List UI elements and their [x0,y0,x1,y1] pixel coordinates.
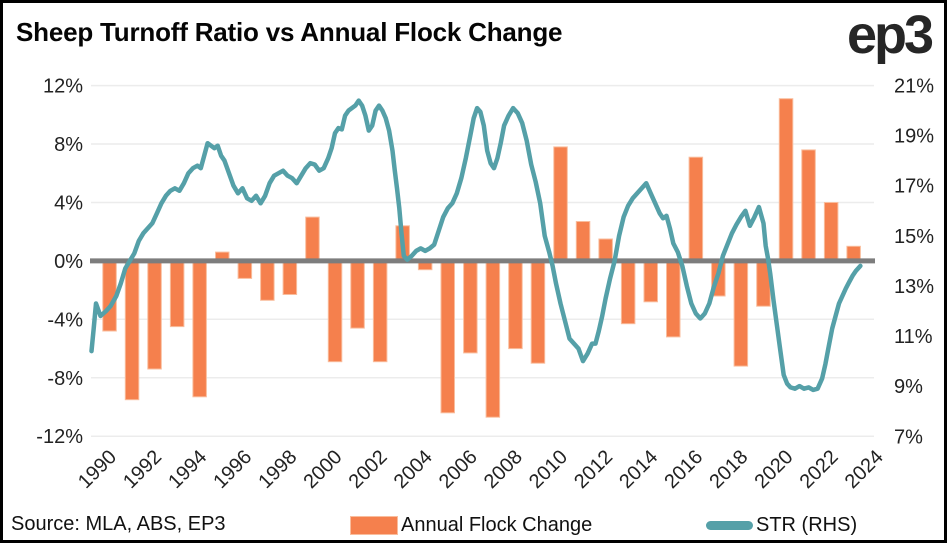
x-axis-tick-label: 2014 [615,446,662,493]
left-axis-tick-label: -4% [47,309,83,331]
x-axis-tick-label: 2002 [345,446,392,493]
bar-1997 [260,260,275,301]
x-axis-tick-label: 2006 [435,446,482,493]
legend-label-flock-change: Annual Flock Change [401,513,593,536]
bar-2012 [598,238,613,262]
bar-2015 [666,260,681,338]
left-axis-tick-label: -12% [36,426,83,448]
x-axis-tick-label: 1994 [164,446,211,493]
x-axis-tick-label: 2004 [390,446,437,493]
bar-2005 [440,260,455,414]
left-axis-tick-label: 12% [43,76,83,98]
bar-2011 [575,221,591,262]
x-axis-tick-label: 1992 [119,446,166,493]
x-axis-tick-label: 2018 [705,446,752,493]
right-axis-tick-label: 13% [894,276,934,298]
ep3-logo: ep3 [846,5,934,65]
legend-item-flock-change: Annual Flock Change [350,510,592,540]
right-axis-tick-label: 15% [894,226,934,248]
str-line [89,98,863,393]
bar-1992 [147,260,162,370]
source-note: Source: MLA, ABS, EP3 [11,513,226,535]
left-axis-tick-label: 8% [54,134,83,156]
bar-2013 [620,260,636,325]
bar-1998 [282,260,298,295]
bar-2010 [553,146,568,262]
right-axis-tick-label: 9% [894,376,923,398]
bar-1991 [124,260,140,401]
bar-1999 [305,216,320,262]
x-axis-tick-label: 2012 [570,446,617,493]
bar-2000 [327,260,343,363]
legend-label-str: STR (RHS) [756,513,858,536]
bar-2020 [778,98,794,262]
bar-2002 [372,260,388,363]
bar-2006 [463,260,478,354]
bar-2016 [688,156,704,262]
x-axis-tick-label: 2000 [300,446,347,493]
left-axis-tick-label: 4% [54,193,83,215]
bar-2021 [801,149,816,262]
bar-2007 [485,260,501,418]
bar-2018 [733,260,749,367]
x-axis-tick-label: 1996 [209,446,256,493]
right-axis-tick-label: 21% [894,76,934,98]
bar-1996 [237,260,253,279]
right-axis-tick-label: 17% [894,176,934,198]
right-axis-tick-label: 19% [894,126,934,148]
x-axis-tick-label: 1998 [254,446,301,493]
bar-2008 [508,260,523,350]
x-axis-tick-label: 1990 [74,446,121,493]
x-axis-tick-label: 2010 [525,446,572,493]
right-axis-tick-label: 11% [894,326,933,348]
line-series-swatch [706,520,753,530]
bar-2014 [643,260,658,303]
bar-2009 [530,260,546,364]
x-axis-tick-label: 2016 [660,446,707,493]
chart-plot-area: 12% 8% 4% 0% -4% -8% -12% 21% 19% 17% 15% 13% 11% 9% 7… [36,76,934,494]
right-axis-tick-label: 7% [894,426,923,448]
legend-item-str: STR (RHS) [706,510,857,540]
chart-footer: Source: MLA, ABS, EP3 Annual Flock Chang… [3,510,944,540]
bar-2001 [350,260,365,329]
x-axis-tick-label: 2024 [841,446,888,493]
x-axis-tick-label: 2020 [751,446,798,493]
chart-title: Sheep Turnoff Ratio vs Annual Flock Chan… [16,17,563,47]
bar-1994 [192,260,207,398]
left-axis-tick-label: 0% [54,251,83,273]
x-axis-tick-label: 2022 [796,446,843,493]
bar-1993 [169,260,185,328]
bar-2022 [823,202,839,262]
left-axis-tick-label: -8% [47,368,83,390]
x-axis-tick-label: 2008 [480,446,527,493]
bar-series-swatch [350,515,398,535]
